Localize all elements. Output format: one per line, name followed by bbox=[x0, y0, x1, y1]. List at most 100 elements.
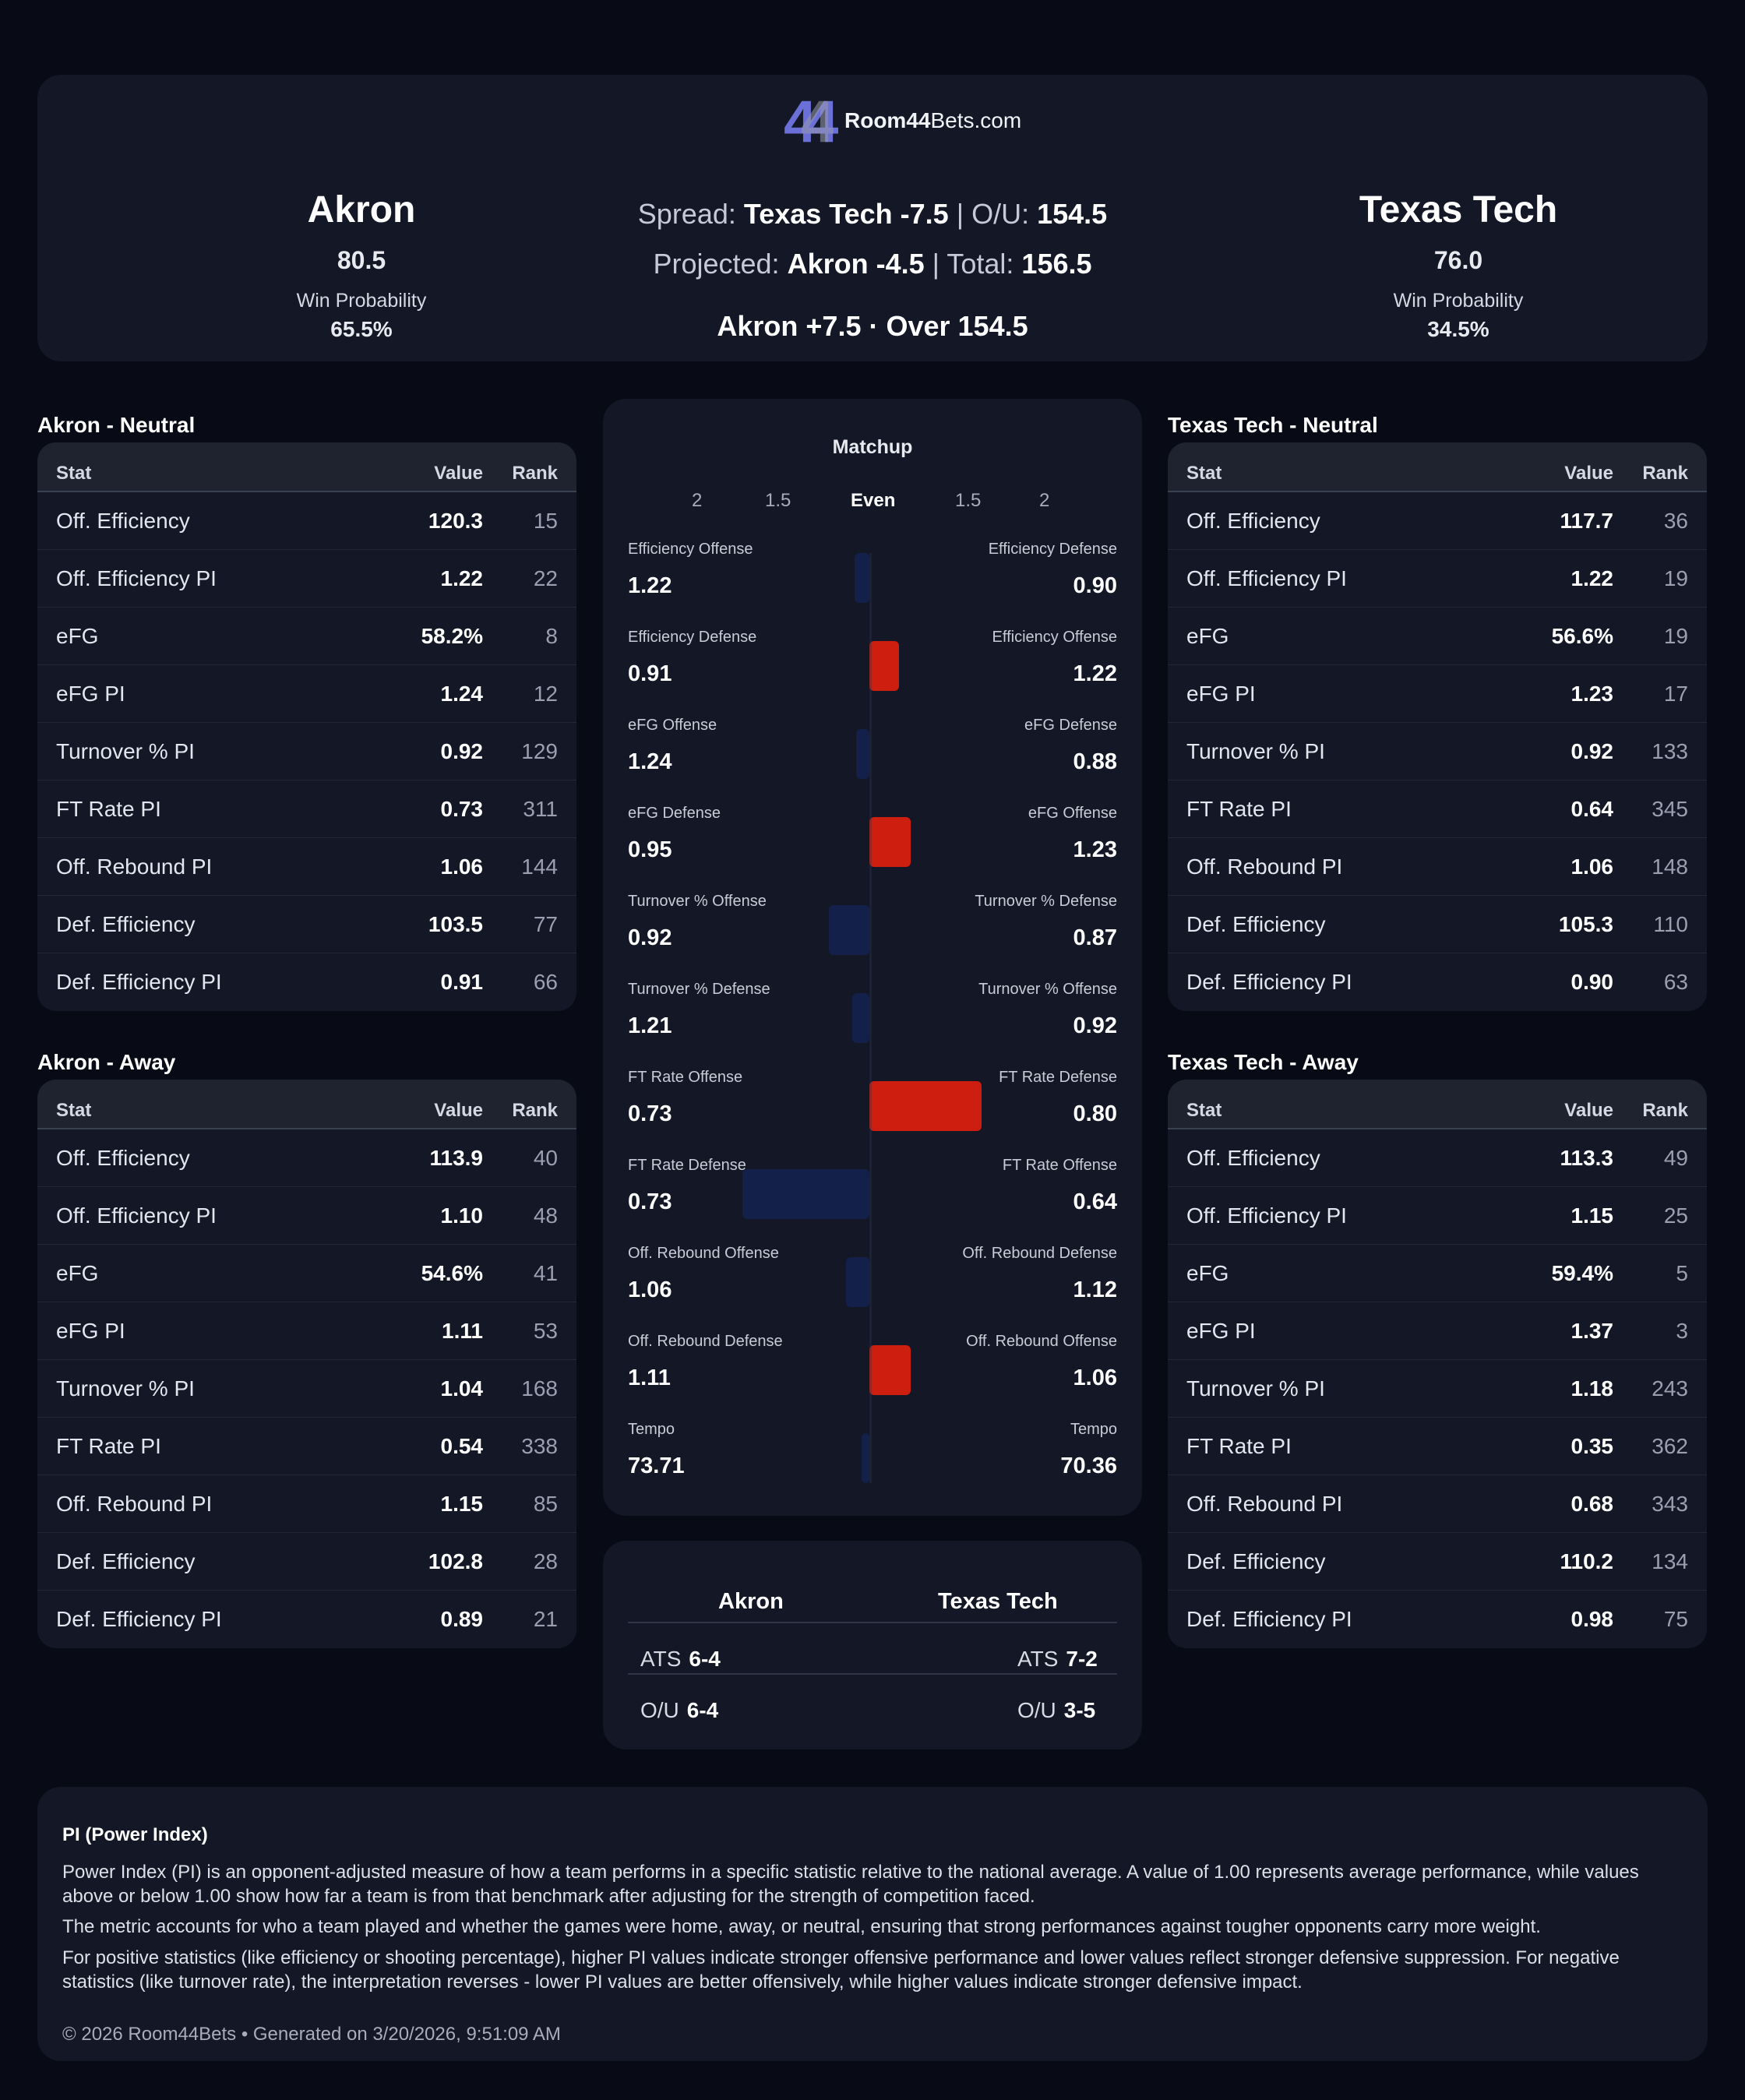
stat-rank: 362 bbox=[1652, 1433, 1688, 1458]
stat-rank: 148 bbox=[1652, 854, 1688, 879]
table-row: Def. Efficiency PI 0.89 21 bbox=[37, 1591, 576, 1648]
table-row: FT Rate PI 0.73 311 bbox=[37, 780, 576, 838]
table-row: Off. Efficiency PI 1.22 22 bbox=[37, 550, 576, 608]
table-row: Def. Efficiency PI 0.91 66 bbox=[37, 953, 576, 1011]
table-row: Off. Efficiency 120.3 15 bbox=[37, 492, 576, 550]
table-row: Turnover % PI 0.92 133 bbox=[1168, 723, 1707, 780]
stat-value: 1.11 bbox=[442, 1318, 483, 1343]
right-stat-label: FT Rate Defense bbox=[999, 1069, 1117, 1086]
stat-name: eFG bbox=[56, 1260, 99, 1285]
right-stat-label: Off. Rebound Offense bbox=[966, 1333, 1117, 1350]
stat-rank: 12 bbox=[533, 681, 558, 706]
column-header-stat: Stat bbox=[56, 463, 92, 484]
right-stat-value: 0.87 bbox=[1073, 925, 1117, 950]
pi-paragraph: Power Index (PI) is an opponent-adjusted… bbox=[62, 1862, 1639, 1907]
table-row: eFG 54.6% 41 bbox=[37, 1245, 576, 1302]
stat-value: 105.3 bbox=[1558, 911, 1613, 936]
matchup-bar bbox=[742, 1169, 869, 1219]
stat-name: eFG PI bbox=[1186, 681, 1256, 706]
column-header-stat: Stat bbox=[1186, 1100, 1222, 1121]
stat-rank: 66 bbox=[533, 970, 558, 994]
table-row: Off. Rebound PI 0.68 343 bbox=[1168, 1475, 1707, 1533]
stat-rank: 168 bbox=[521, 1376, 558, 1401]
matchup-row: eFG Defense eFG Offense 0.95 1.23 bbox=[628, 805, 1117, 893]
stat-name: FT Rate PI bbox=[56, 796, 161, 821]
right-stat-value: 0.88 bbox=[1073, 749, 1117, 774]
right-stat-label: Turnover % Defense bbox=[975, 893, 1117, 910]
left-stat-label: FT Rate Offense bbox=[628, 1069, 743, 1086]
left-stat-label: Efficiency Offense bbox=[628, 541, 753, 558]
table-row: eFG PI 1.24 12 bbox=[37, 665, 576, 723]
table-row: Def. Efficiency 105.3 110 bbox=[1168, 896, 1707, 953]
column-header-value: Value bbox=[1564, 463, 1613, 484]
stat-name: Off. Efficiency PI bbox=[1186, 1203, 1347, 1228]
matchup-bar bbox=[869, 1345, 911, 1395]
stat-value: 120.3 bbox=[428, 508, 483, 533]
stat-rank: 134 bbox=[1652, 1549, 1688, 1573]
stat-rank: 15 bbox=[533, 508, 558, 533]
right-stat-value: 0.64 bbox=[1073, 1189, 1117, 1214]
brand-logo[interactable]: 44 4 Room44Bets.com bbox=[784, 93, 1021, 148]
table-title: Akron - Away bbox=[37, 1050, 176, 1074]
table-title: Akron - Neutral bbox=[37, 413, 196, 437]
stat-name: Off. Efficiency bbox=[1186, 1145, 1320, 1170]
matchup-row: Efficiency Offense Efficiency Defense 1.22… bbox=[628, 541, 1117, 629]
stat-value: 0.68 bbox=[1570, 1491, 1614, 1516]
stat-rank: 19 bbox=[1663, 623, 1688, 648]
stat-table: Stat Value Rank Off. Efficiency 113.3 49 Off. … bbox=[1168, 1080, 1707, 1648]
left-stat-value: 1.06 bbox=[628, 1277, 672, 1302]
column-header-stat: Stat bbox=[1186, 463, 1222, 484]
stat-value: 0.92 bbox=[1570, 738, 1614, 763]
matchup-row: FT Rate Defense FT Rate Offense 0.73 0.64 bbox=[628, 1157, 1117, 1245]
stat-value: 102.8 bbox=[428, 1549, 483, 1573]
stat-rank: 48 bbox=[533, 1203, 558, 1228]
stat-name: Off. Efficiency bbox=[56, 508, 190, 533]
table-row: Off. Rebound PI 1.15 85 bbox=[37, 1475, 576, 1533]
column-header-rank: Rank bbox=[1642, 463, 1688, 484]
stat-rank: 311 bbox=[523, 796, 558, 821]
svg-text:4: 4 bbox=[801, 93, 834, 148]
right-stat-value: 1.22 bbox=[1073, 661, 1117, 686]
stat-value: 0.92 bbox=[440, 738, 484, 763]
column-header-rank: Rank bbox=[512, 1100, 558, 1121]
table-row: Turnover % PI 0.92 129 bbox=[37, 723, 576, 780]
table-row: Def. Efficiency PI 0.90 63 bbox=[1168, 953, 1707, 1011]
stat-name: Off. Efficiency bbox=[56, 1145, 190, 1170]
stat-rank: 338 bbox=[521, 1433, 558, 1458]
copyright: © 2026 Room44Bets • Generated on 3/20/20… bbox=[62, 2024, 561, 2045]
table-title: Texas Tech - Neutral bbox=[1168, 413, 1378, 437]
stat-rank: 49 bbox=[1663, 1145, 1688, 1170]
stat-value: 1.10 bbox=[440, 1203, 484, 1228]
divider bbox=[628, 1622, 1117, 1623]
matchup-row: eFG Offense eFG Defense 1.24 0.88 bbox=[628, 717, 1117, 805]
spread-line: Spread: Texas Tech -7.5 | O/U: 154.5 bbox=[637, 198, 1108, 230]
table-row: Off. Efficiency 113.3 49 bbox=[1168, 1129, 1707, 1187]
stat-rank: 25 bbox=[1663, 1203, 1688, 1228]
stat-value: 117.7 bbox=[1560, 508, 1613, 533]
ats-record-left: ATS 6-4 bbox=[640, 1647, 721, 1671]
stat-name: Turnover % PI bbox=[1186, 1376, 1325, 1401]
win-probability-value: 34.5% bbox=[1427, 317, 1489, 341]
table-row: eFG PI 1.11 53 bbox=[37, 1302, 576, 1360]
stat-value: 1.24 bbox=[440, 681, 484, 706]
team-name: Texas Tech bbox=[1359, 189, 1558, 231]
matchup-title: Matchup bbox=[832, 436, 913, 458]
pi-paragraph: The metric accounts for who a team playe… bbox=[62, 1916, 1541, 1937]
even-axis-line bbox=[869, 553, 872, 1483]
stat-value: 113.9 bbox=[429, 1145, 483, 1170]
stat-rank: 53 bbox=[533, 1318, 558, 1343]
stat-name: Off. Rebound PI bbox=[1186, 1491, 1343, 1516]
stat-name: Off. Rebound PI bbox=[1186, 854, 1343, 879]
stat-value: 110.2 bbox=[1560, 1549, 1613, 1573]
stat-rank: 3 bbox=[1676, 1318, 1688, 1343]
projected-score: 80.5 bbox=[337, 246, 386, 274]
stat-rank: 243 bbox=[1652, 1376, 1688, 1401]
divider bbox=[628, 1673, 1117, 1675]
matchup-row: Tempo Tempo 73.71 70.36 bbox=[628, 1421, 1117, 1509]
stat-rank: 36 bbox=[1663, 508, 1688, 533]
table-row: FT Rate PI 0.54 338 bbox=[37, 1418, 576, 1475]
records-team-right: Texas Tech bbox=[938, 1589, 1058, 1614]
left-stat-value: 0.73 bbox=[628, 1101, 672, 1126]
table-header: Stat Value Rank bbox=[37, 442, 576, 492]
matchup-bar bbox=[828, 905, 869, 955]
